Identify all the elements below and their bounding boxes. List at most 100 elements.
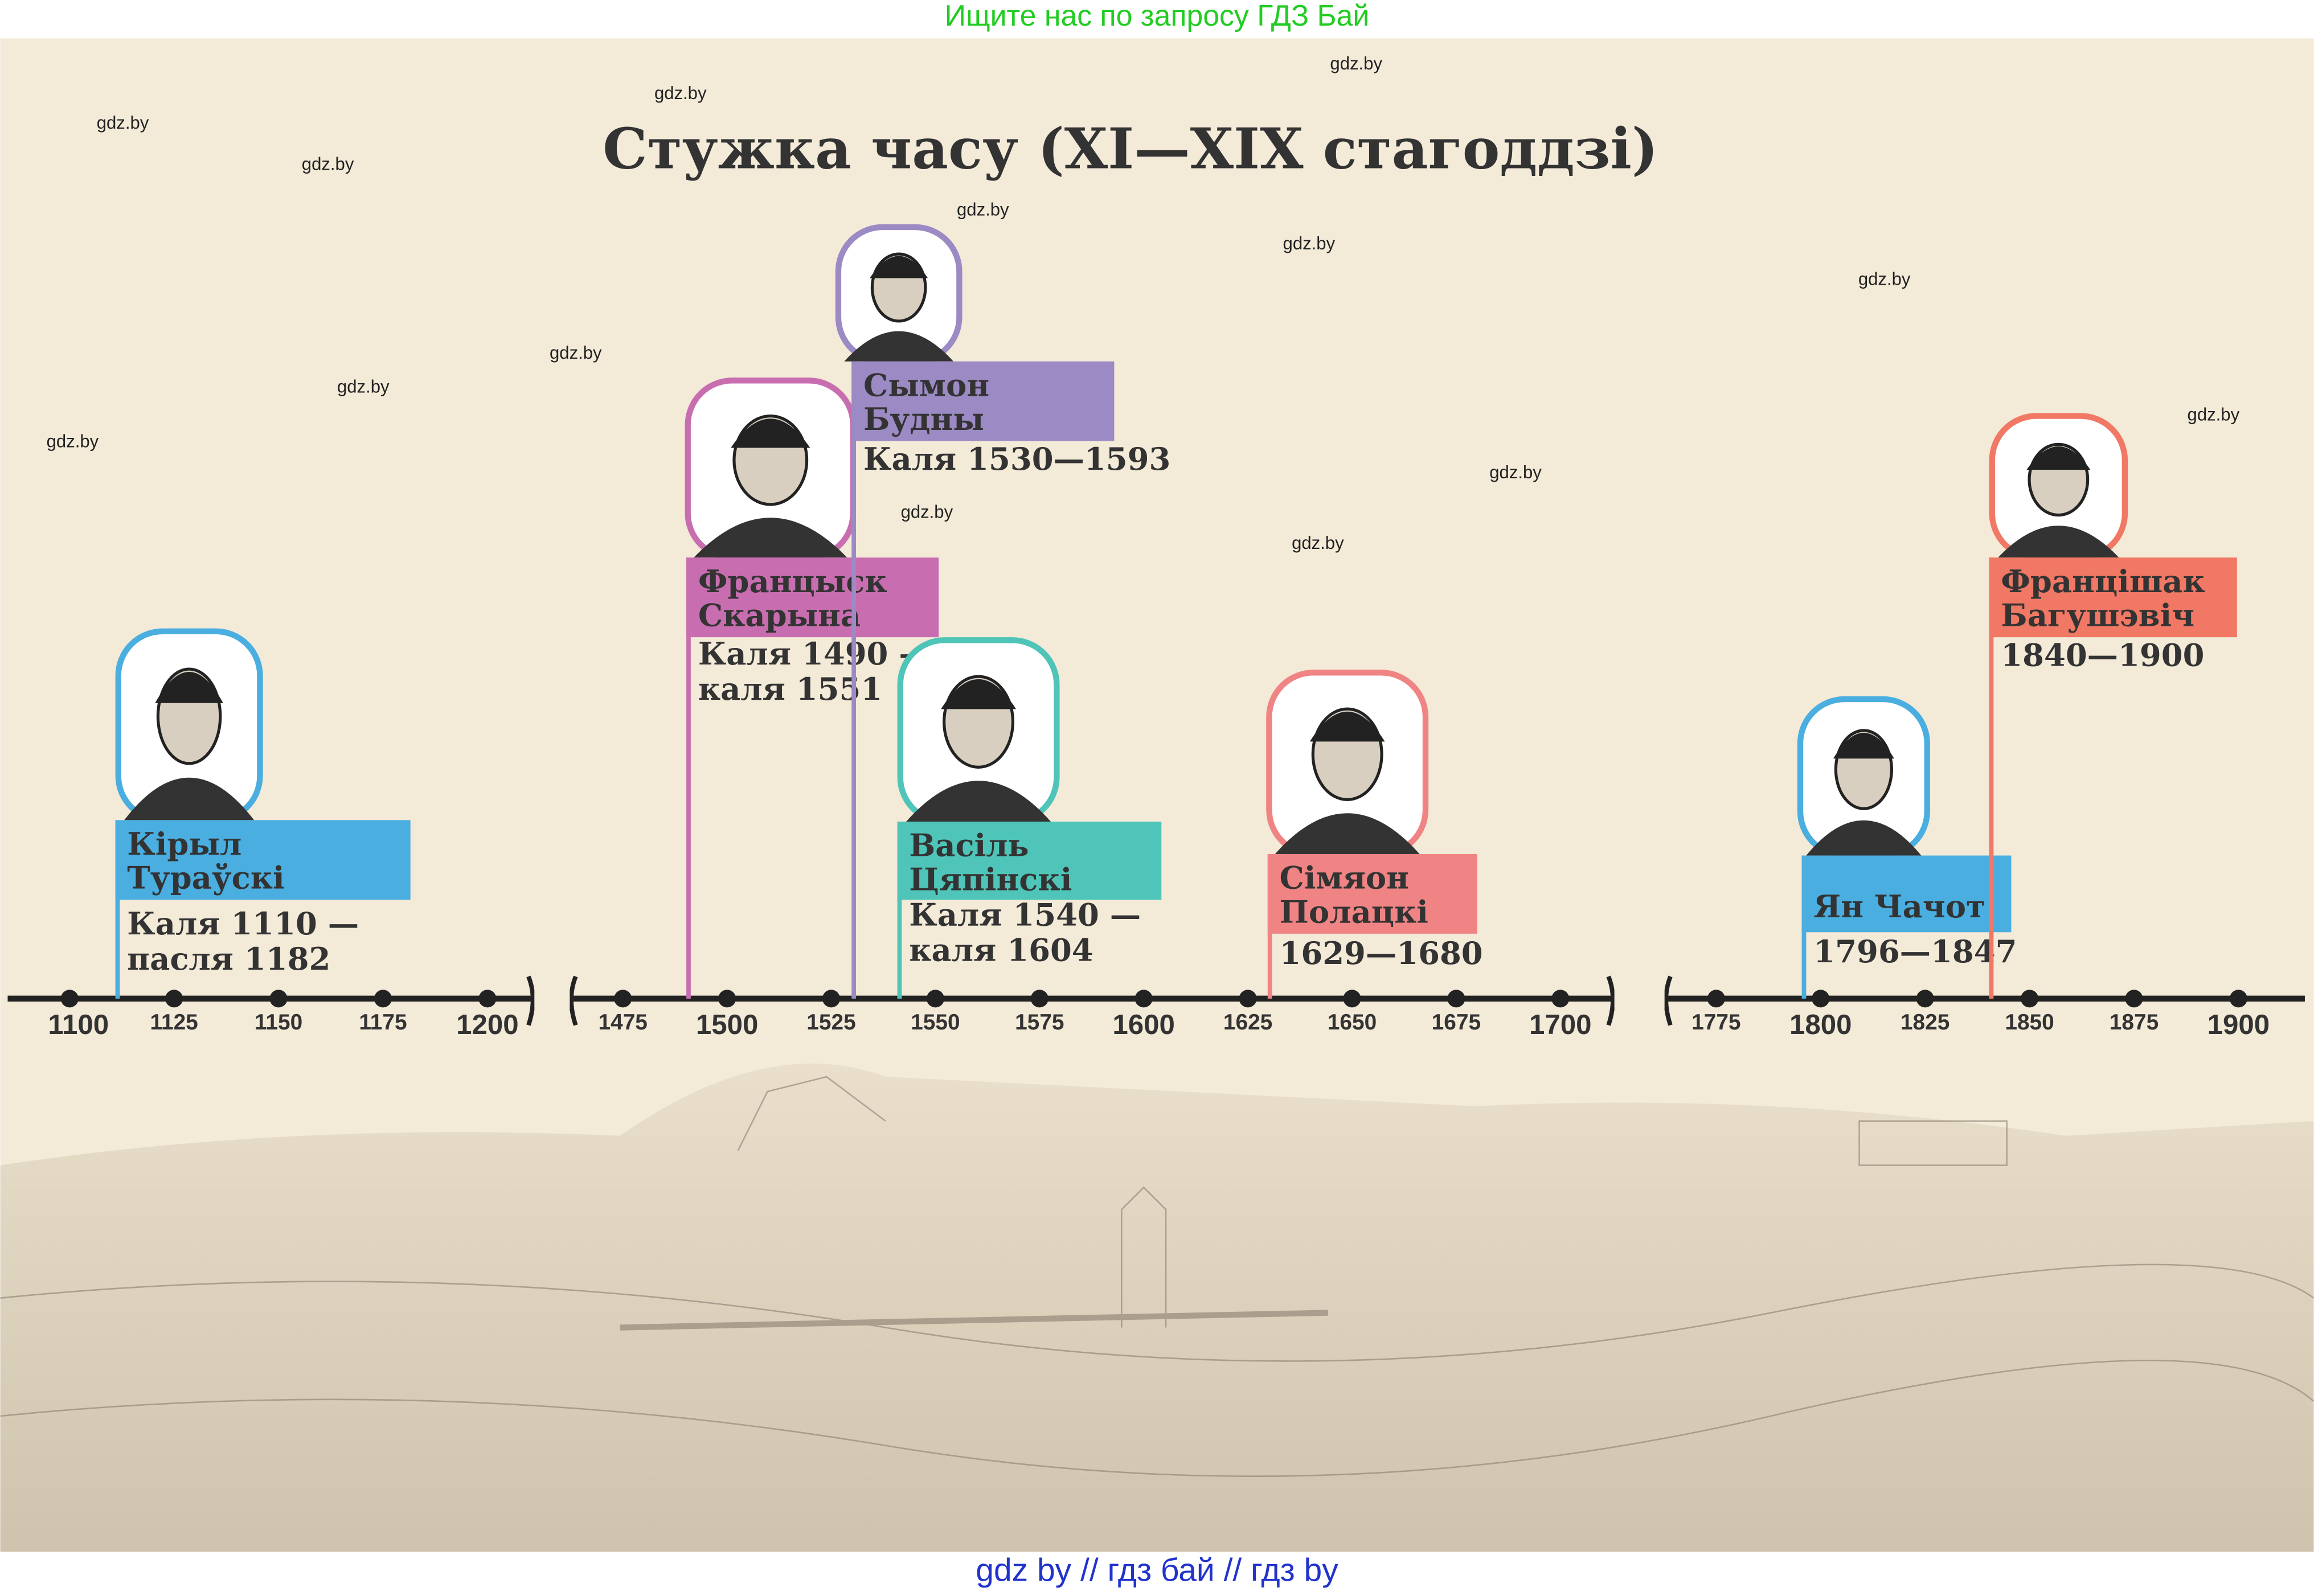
tick-dot bbox=[1916, 990, 1934, 1008]
engraving-lines bbox=[0, 1076, 2314, 1478]
person-dates: каля 1604 bbox=[909, 932, 1093, 969]
tick-label: 1600 bbox=[1112, 1009, 1175, 1040]
axis-break bbox=[1664, 975, 1673, 1026]
watermark: gdz.by bbox=[47, 431, 99, 451]
tick-dot bbox=[1135, 990, 1153, 1008]
tick-label: 1550 bbox=[911, 1010, 960, 1035]
footer-text: gdz by // гдз бай // гдз by bbox=[976, 1552, 1338, 1589]
person-name: Францішак bbox=[2001, 563, 2205, 600]
tick-dot bbox=[60, 990, 79, 1008]
tick-label: 1650 bbox=[1328, 1010, 1377, 1035]
tick-dot bbox=[1030, 990, 1049, 1008]
portrait-hair bbox=[731, 419, 810, 448]
tick-label: 1500 bbox=[696, 1009, 759, 1040]
person-dates: 1629—1680 bbox=[1280, 935, 1483, 971]
tick-dot bbox=[374, 990, 392, 1008]
tick-dot bbox=[614, 990, 632, 1008]
tick-dot bbox=[165, 990, 183, 1008]
portrait-body bbox=[906, 781, 1051, 822]
tick-label: 1625 bbox=[1223, 1010, 1272, 1035]
portrait-hair bbox=[1833, 732, 1894, 759]
portrait-body bbox=[844, 331, 954, 362]
person-dates: Каля 1490 — bbox=[698, 635, 930, 672]
tick-dot bbox=[1551, 990, 1570, 1008]
person-name: Францыск bbox=[698, 563, 887, 600]
tick-label: 1575 bbox=[1015, 1010, 1064, 1035]
tick-label: 1125 bbox=[150, 1010, 198, 1035]
tick-dot bbox=[1447, 990, 1465, 1008]
watermark: gdz.by bbox=[337, 377, 390, 397]
name-box bbox=[1989, 557, 2237, 638]
person-dates: пасля 1182 bbox=[127, 941, 330, 977]
watermark: gdz.by bbox=[550, 343, 602, 363]
tick-label: 1475 bbox=[599, 1010, 648, 1035]
person-name: Будны bbox=[863, 401, 984, 437]
tick-dot bbox=[718, 990, 736, 1008]
axis-break bbox=[1606, 975, 1615, 1026]
portrait-hair bbox=[2026, 446, 2091, 470]
person-dates: Каля 1540 — bbox=[909, 896, 1141, 933]
person-name: Кірыл bbox=[127, 826, 241, 862]
header-text: Ищите нас по запросу ГДЗ Бай bbox=[945, 0, 1370, 32]
person-name: Васіль bbox=[909, 827, 1029, 864]
person-name: Цяпінскі bbox=[909, 861, 1072, 897]
portrait-hair bbox=[1309, 711, 1385, 742]
tick-label: 1175 bbox=[359, 1010, 407, 1035]
axis-break bbox=[569, 975, 578, 1026]
portrait-body bbox=[1275, 813, 1420, 854]
axis-break bbox=[526, 975, 535, 1026]
tick-dot bbox=[269, 990, 288, 1008]
watermark: gdz.by bbox=[957, 200, 1009, 220]
tick-label: 1100 bbox=[48, 1009, 109, 1040]
title: Стужка часу (XI—XIX стагоддзі) bbox=[603, 116, 1658, 182]
person-name: Сімяон bbox=[1280, 860, 1409, 896]
person-name: Скарына bbox=[698, 597, 861, 634]
tick-label: 1675 bbox=[1432, 1010, 1481, 1035]
tick-dot bbox=[478, 990, 497, 1008]
portrait-body bbox=[124, 777, 255, 820]
tick-label: 1850 bbox=[2005, 1010, 2054, 1035]
watermark: gdz.by bbox=[1489, 462, 1542, 482]
name-box bbox=[897, 821, 1162, 900]
person-name: Багушэвіч bbox=[2001, 597, 2194, 634]
tick-dot bbox=[2229, 990, 2247, 1008]
portrait-hair bbox=[155, 672, 223, 703]
watermark: gdz.by bbox=[901, 502, 953, 522]
tick-label: 1525 bbox=[806, 1010, 855, 1035]
tick-dot bbox=[2021, 990, 2039, 1008]
watermark: gdz.by bbox=[1292, 533, 1344, 553]
tick-dot bbox=[2125, 990, 2143, 1008]
name-box bbox=[686, 557, 939, 638]
person-dates: Каля 1530—1593 bbox=[863, 441, 1170, 477]
axis-gap bbox=[534, 988, 570, 1009]
person-dates: Каля 1110 — bbox=[127, 905, 359, 942]
person-name: Полацкі bbox=[1280, 893, 1428, 930]
tick-dot bbox=[1343, 990, 1361, 1008]
person-dates: 1796—1847 bbox=[1813, 933, 2017, 970]
tick-dot bbox=[926, 990, 944, 1008]
portrait-body bbox=[694, 518, 847, 558]
tick-label: 1900 bbox=[2207, 1009, 2270, 1040]
engraving bbox=[0, 1063, 2314, 1552]
axis-gap bbox=[1614, 988, 1665, 1009]
watermark: gdz.by bbox=[302, 154, 354, 174]
tick-label: 1200 bbox=[456, 1009, 519, 1040]
person-name: Сымон bbox=[863, 367, 989, 403]
tick-dot bbox=[1239, 990, 1257, 1008]
tick-dot bbox=[1707, 990, 1725, 1008]
portrait-hair bbox=[870, 256, 928, 278]
name-box bbox=[851, 361, 1115, 441]
tick-label: 1800 bbox=[1789, 1009, 1852, 1040]
person-card: Ян Чачот 1796—1847 bbox=[1797, 696, 2017, 999]
portrait-body bbox=[1806, 820, 1922, 856]
name-box bbox=[1267, 854, 1477, 934]
person-name: Ян Чачот bbox=[1813, 888, 1985, 925]
